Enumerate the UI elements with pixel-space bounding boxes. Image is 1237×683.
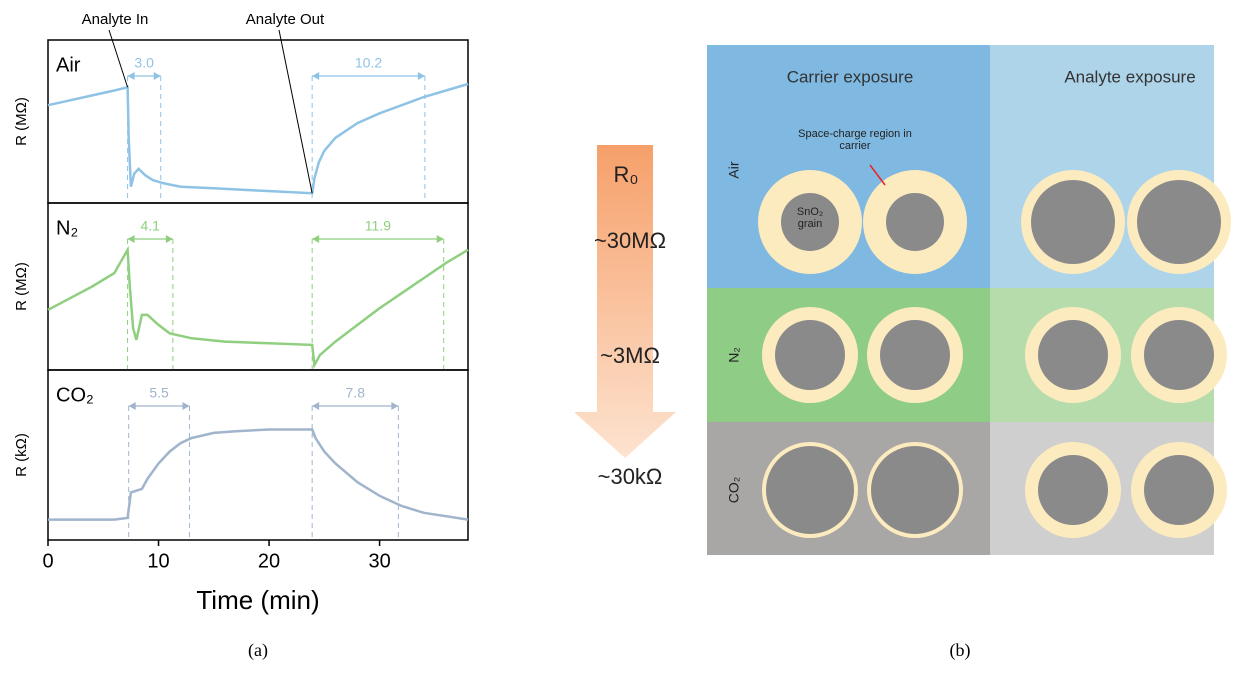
grain [766, 446, 854, 534]
interval-label: 11.9 [365, 218, 391, 234]
y-axis-label: R (MΩ) [13, 262, 30, 311]
grain [1144, 320, 1214, 390]
interval-label: 5.5 [149, 385, 169, 401]
interval-label: 3.0 [134, 55, 154, 71]
plot-frame [48, 203, 468, 370]
resistance: ~30kΩ [598, 464, 663, 489]
grain-box: SnO₂ grain [785, 206, 835, 242]
grain [1031, 180, 1115, 264]
column-label: Analyte exposure [1064, 67, 1195, 86]
interval-label: 7.8 [346, 385, 366, 401]
series-line [48, 250, 468, 365]
grain-label: SnO₂ grain [785, 206, 835, 230]
resistance: ~3MΩ [600, 343, 660, 368]
plot-frame [48, 370, 468, 540]
x-axis-label: Time (min) [196, 585, 319, 615]
resistance: ~30MΩ [594, 228, 666, 253]
series-line [48, 84, 468, 193]
column-label: Carrier exposure [787, 67, 914, 86]
interval-label: 10.2 [355, 55, 382, 71]
interval-label: 4.1 [141, 218, 161, 234]
row-label: N₂ [726, 347, 742, 363]
annotation-line [109, 30, 128, 87]
grain [775, 320, 845, 390]
x-tick-label: 30 [368, 550, 390, 572]
x-tick-label: 0 [42, 550, 53, 572]
grain [1038, 455, 1108, 525]
callout-box: Space-charge region in carrier [790, 128, 920, 168]
row-label: CO₂ [726, 477, 742, 503]
grain [1144, 455, 1214, 525]
annotation-line [279, 30, 312, 193]
series-line [48, 430, 468, 520]
annotation: Analyte Out [246, 11, 325, 28]
annotation: Analyte In [82, 11, 149, 28]
panel-label: N₂ [56, 217, 78, 239]
row-label: Air [726, 161, 742, 178]
figure: Carrier exposure Analyte exposure Air N₂… [0, 0, 1237, 683]
caption: (a) [248, 640, 268, 661]
panel-label: CO₂ [56, 384, 94, 406]
plot-frame [48, 40, 468, 203]
grain [886, 193, 944, 251]
y-axis-label: R (MΩ) [13, 97, 30, 146]
x-tick-label: 20 [258, 550, 280, 572]
callout: Space-charge region in carrier [790, 128, 920, 152]
grain [1038, 320, 1108, 390]
arrow-label: R₀ [613, 162, 638, 187]
x-tick-label: 10 [147, 550, 169, 572]
caption: (b) [950, 640, 971, 661]
grain [880, 320, 950, 390]
grain [871, 446, 959, 534]
grain [1137, 180, 1221, 264]
arrow [574, 145, 676, 458]
y-axis-label: R (kΩ) [13, 433, 30, 477]
panel-label: Air [56, 54, 81, 76]
